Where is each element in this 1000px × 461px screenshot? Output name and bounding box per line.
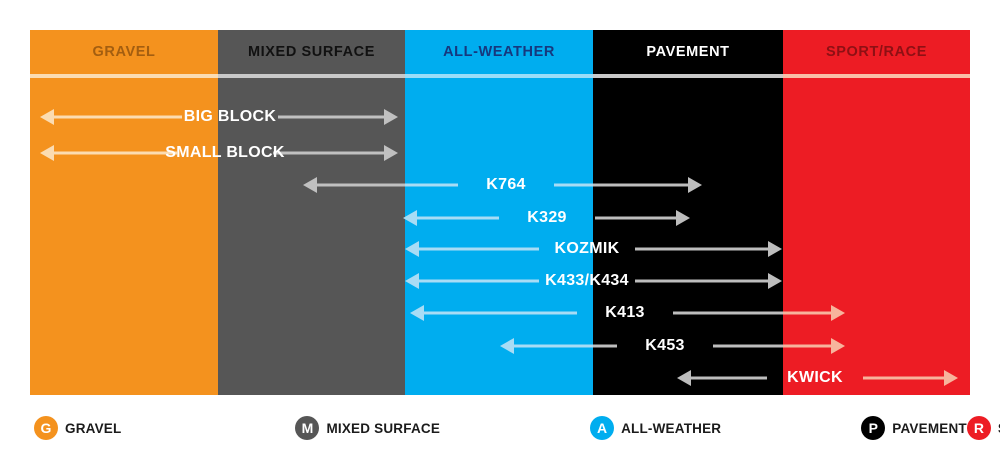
arrow-head-left — [303, 177, 317, 193]
tire-row-label: K329 — [527, 209, 567, 226]
header-separator-line — [30, 74, 970, 78]
arrow-line-segment — [673, 311, 783, 315]
tire-row-label: K413 — [605, 304, 645, 321]
legend-item-mixed-surface: M MIXED SURFACE — [121, 416, 440, 440]
tire-row: K453 — [30, 333, 970, 359]
tire-row: K433/K434 — [30, 268, 970, 294]
arrow-head-right — [768, 273, 782, 289]
arrow-line-segment — [783, 344, 831, 348]
arrow-line-segment — [635, 247, 768, 251]
arrow-head-left — [405, 273, 419, 289]
arrow-head-left — [405, 241, 419, 257]
legend-label: ALL-WEATHER — [621, 420, 722, 436]
arrow-line-segment — [863, 376, 944, 380]
legend-item-sport-race: R SPORT/RACE — [966, 416, 1000, 440]
arrow-line-segment — [405, 183, 458, 187]
arrow-line-segment — [54, 151, 177, 155]
arrow-head-left — [410, 305, 424, 321]
arrow-head-left — [403, 210, 417, 226]
tire-row: KWICK — [30, 365, 970, 391]
arrow-head-left — [40, 145, 54, 161]
arrow-head-right — [688, 177, 702, 193]
arrow-line-segment — [417, 216, 499, 220]
legend-badge-icon: G — [34, 416, 58, 440]
legend: G GRAVEL M MIXED SURFACE A ALL-WEATHER P PAVEME… — [30, 405, 1000, 451]
surface-column-gravel — [30, 30, 218, 395]
arrow-line-segment — [317, 183, 405, 187]
arrow-line-segment — [273, 151, 384, 155]
legend-label: SPORT/RACE — [998, 421, 1000, 436]
legend-badge-icon: A — [590, 416, 615, 440]
surface-columns — [30, 30, 970, 395]
header-separator-segment — [783, 74, 970, 78]
tire-row-label: BIG BLOCK — [183, 108, 277, 125]
surface-column-all-weather — [405, 30, 593, 395]
arrow-line-segment — [595, 216, 676, 220]
arrow-line-segment — [419, 247, 539, 251]
legend-item-all-weather: A ALL-WEATHER — [440, 416, 721, 440]
tire-row: K413 — [30, 300, 970, 326]
arrow-line-segment — [691, 376, 767, 380]
legend-label: GRAVEL — [65, 420, 122, 436]
legend-label: PAVEMENT — [892, 420, 967, 436]
tire-row-label: K453 — [645, 337, 685, 354]
header-separator-segment — [593, 74, 783, 78]
legend-badge-icon: P — [861, 416, 886, 440]
tire-row: KOZMIK — [30, 236, 970, 262]
arrow-line-segment — [54, 115, 182, 119]
tire-row-label: KWICK — [787, 369, 843, 386]
header-separator-segment — [30, 74, 218, 78]
arrow-line-segment — [713, 344, 783, 348]
arrow-head-left — [677, 370, 691, 386]
arrow-line-segment — [593, 183, 688, 187]
header-separator-segment — [218, 74, 405, 78]
legend-badge-icon: R — [966, 416, 991, 440]
arrow-line-segment — [419, 279, 539, 283]
surface-column-mixed-surface — [218, 30, 405, 395]
arrow-head-right — [831, 305, 845, 321]
header-separator-segment — [405, 74, 593, 78]
arrow-head-right — [676, 210, 690, 226]
arrow-line-segment — [424, 311, 577, 315]
arrow-head-left — [40, 109, 54, 125]
tire-rows: BIG BLOCK SMALL BLOCK K764 K329 KOZMIK K433/K… — [30, 78, 970, 395]
legend-item-pavement: P PAVEMENT — [721, 416, 967, 440]
tire-row: K329 — [30, 205, 970, 231]
arrow-line-segment — [554, 183, 593, 187]
tire-row-label: K764 — [486, 176, 526, 193]
arrow-head-right — [944, 370, 958, 386]
tire-row: K764 — [30, 172, 970, 198]
surface-column-sport-race — [783, 30, 970, 395]
tire-row: BIG BLOCK — [30, 104, 970, 130]
tire-row-label: K433/K434 — [545, 272, 629, 289]
tire-row: SMALL BLOCK — [30, 140, 970, 166]
legend-item-gravel: G GRAVEL — [30, 416, 121, 440]
arrow-head-right — [768, 241, 782, 257]
arrow-line-segment — [278, 115, 384, 119]
arrow-head-left — [500, 338, 514, 354]
chart-area: GRAVEL MIXED SURFACE ALL-WEATHER PAVEMENT SP… — [30, 30, 970, 395]
tire-row-label: KOZMIK — [554, 240, 620, 257]
arrow-line-segment — [593, 344, 617, 348]
arrow-head-right — [384, 109, 398, 125]
arrow-line-segment — [783, 311, 831, 315]
arrow-line-segment — [635, 279, 768, 283]
arrow-line-segment — [514, 344, 593, 348]
arrow-head-right — [384, 145, 398, 161]
arrow-head-right — [831, 338, 845, 354]
legend-label: MIXED SURFACE — [326, 420, 441, 436]
legend-badge-icon: M — [295, 416, 320, 440]
tire-row-label: SMALL BLOCK — [165, 144, 285, 161]
